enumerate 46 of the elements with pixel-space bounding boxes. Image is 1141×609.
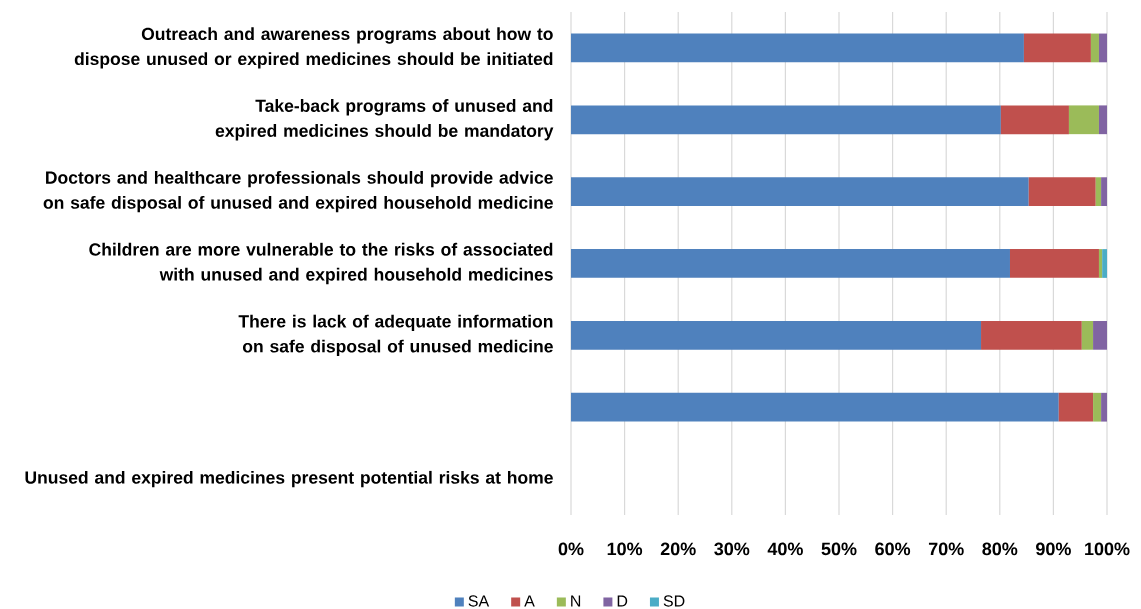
x-tick-label: 20% — [660, 542, 696, 556]
bar — [1093, 392, 1102, 422]
x-tick-label: 10% — [607, 542, 643, 556]
bar — [1028, 177, 1096, 207]
bar — [571, 105, 1001, 135]
bar — [571, 177, 1029, 207]
x-tick-label: 30% — [714, 542, 750, 556]
bar — [1093, 320, 1107, 350]
bar — [1101, 392, 1107, 422]
y-tick-label: Children are more vulnerable to the risks of associated with unused and expired household medicines — [89, 242, 553, 285]
x-tick-label: 0% — [558, 542, 584, 556]
y-tick-label: Doctors and healthcare professionals should provide advice on safe disposal of unused and expired household medicine — [43, 170, 553, 213]
x-tick-label: 40% — [767, 542, 803, 556]
y-tick-label: Outreach and awareness programs about how to dispose unused or expired medicines should be initiated — [74, 27, 553, 69]
bar — [1098, 105, 1107, 135]
bar — [571, 392, 1059, 422]
bar — [571, 249, 1010, 278]
bar — [1081, 320, 1094, 350]
bar — [1000, 105, 1069, 135]
x-tick-label: 80% — [982, 542, 1018, 556]
bar — [1101, 177, 1107, 207]
bar — [1068, 105, 1099, 135]
x-tick-label: 100% — [1085, 542, 1130, 556]
legend-label: D — [617, 595, 628, 607]
y-tick-label: There is lack of adequate information on safe disposal of unused medicine — [238, 314, 553, 357]
legend-label: N — [571, 595, 581, 607]
bar — [1023, 33, 1091, 63]
legend-label: SA — [468, 595, 490, 607]
bar — [571, 33, 1024, 63]
x-tick-label: 70% — [928, 542, 964, 556]
bar — [981, 320, 1082, 350]
bar — [1098, 33, 1107, 63]
bar — [1009, 249, 1099, 278]
bar — [1095, 177, 1102, 207]
x-tick-label: 60% — [875, 542, 911, 556]
bar — [571, 320, 982, 350]
x-tick-label: 50% — [821, 542, 857, 556]
bar — [1102, 249, 1107, 278]
y-tick-label: Unused and expired medicines present potential risks at home — [25, 470, 553, 488]
bar — [1090, 33, 1099, 63]
bar — [1058, 392, 1094, 422]
y-tick-label: Take-back programs of unused and expired medicines should be mandatory — [215, 99, 554, 141]
bar — [1098, 249, 1103, 278]
legend-label: SD — [663, 595, 685, 607]
x-tick-label: 90% — [1036, 542, 1071, 556]
legend-label: A — [524, 595, 535, 607]
